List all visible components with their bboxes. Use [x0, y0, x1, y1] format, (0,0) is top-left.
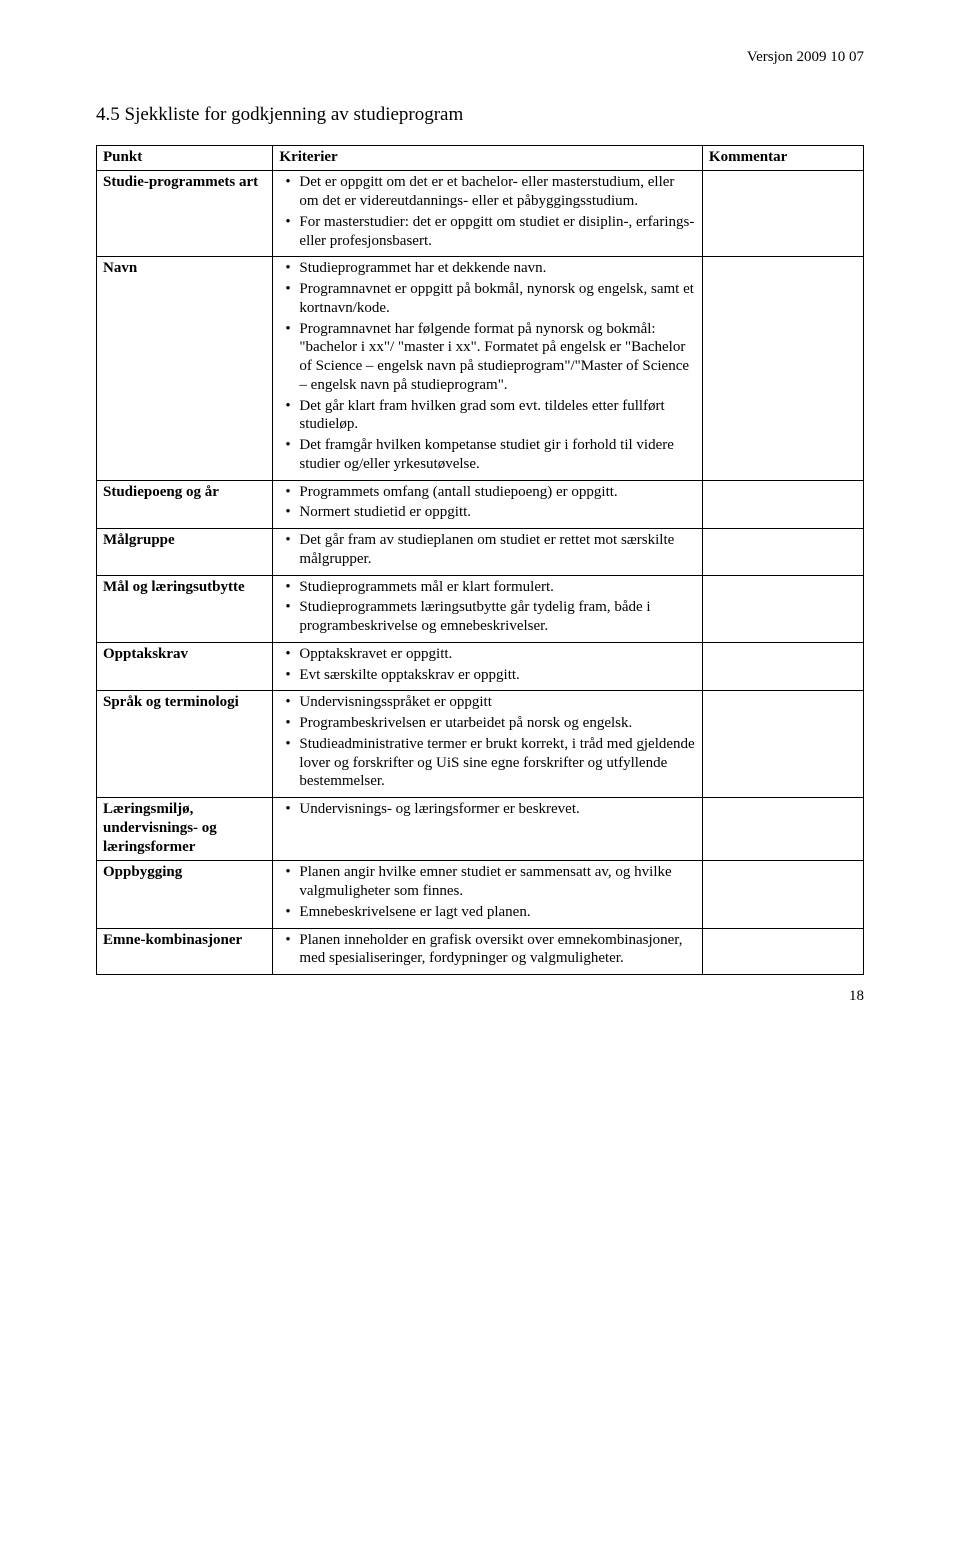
header-punkt: Punkt — [97, 145, 273, 171]
criteria-item: Det går klart fram hvilken grad som evt.… — [279, 397, 696, 435]
criteria-item: Planen angir hvilke emner studiet er sam… — [279, 863, 696, 901]
row-criteria: Studieprogrammet har et dekkende navn. Pr… — [273, 257, 703, 480]
criteria-item: Studieprogrammets mål er klart formulert… — [279, 578, 696, 597]
criteria-item: Studieprogrammet har et dekkende navn. — [279, 259, 696, 278]
row-criteria: Undervisnings- og læringsformer er beskr… — [273, 798, 703, 861]
criteria-item: Programmets omfang (antall studiepoeng) … — [279, 483, 696, 502]
table-row: Opptakskrav Opptakskravet er oppgitt. Evt … — [97, 642, 864, 691]
table-row: MålgruppeDet går fram av studieplanen om… — [97, 529, 864, 576]
row-criteria: Opptakskravet er oppgitt. Evt særskilte o… — [273, 642, 703, 691]
criteria-item: For masterstudier: det er oppgitt om stu… — [279, 213, 696, 251]
table-row: Mål og læringsutbytte Studieprogrammets m… — [97, 575, 864, 642]
row-criteria: Det går fram av studieplanen om studiet … — [273, 529, 703, 576]
checklist-table: Punkt Kriterier Kommentar Studie-program… — [96, 145, 864, 976]
row-comment — [702, 642, 863, 691]
table-body: Studie-programmets artDet er oppgitt om … — [97, 171, 864, 975]
table-header-row: Punkt Kriterier Kommentar — [97, 145, 864, 171]
criteria-item: Programbeskrivelsen er utarbeidet på nor… — [279, 714, 696, 733]
row-comment — [702, 171, 863, 257]
criteria-item: Undervisningsspråket er oppgitt — [279, 693, 696, 712]
row-label: Navn — [97, 257, 273, 480]
row-criteria: Undervisningsspråket er oppgitt Programbe… — [273, 691, 703, 798]
section-title: 4.5 Sjekkliste for godkjenning av studie… — [96, 103, 864, 127]
row-label: Språk og terminologi — [97, 691, 273, 798]
page-number: 18 — [96, 987, 864, 1006]
criteria-item: Studieadministrative termer er brukt kor… — [279, 735, 696, 791]
header-kommentar: Kommentar — [702, 145, 863, 171]
row-criteria: Programmets omfang (antall studiepoeng) … — [273, 480, 703, 529]
criteria-item: Undervisnings- og læringsformer er beskr… — [279, 800, 696, 819]
row-comment — [702, 798, 863, 861]
criteria-item: Programnavnet har følgende format på nyn… — [279, 320, 696, 395]
criteria-item: Programnavnet er oppgitt på bokmål, nyno… — [279, 280, 696, 318]
row-comment — [702, 575, 863, 642]
row-comment — [702, 691, 863, 798]
row-criteria: Planen inneholder en grafisk oversikt ov… — [273, 928, 703, 975]
row-comment — [702, 928, 863, 975]
row-label: Oppbygging — [97, 861, 273, 928]
table-row: Læringsmiljø, undervisnings- og læringsf… — [97, 798, 864, 861]
row-label: Læringsmiljø, undervisnings- og læringsf… — [97, 798, 273, 861]
criteria-item: Opptakskravet er oppgitt. — [279, 645, 696, 664]
table-row: Språk og terminologiUndervisningsspråket… — [97, 691, 864, 798]
row-comment — [702, 480, 863, 529]
table-row: NavnStudieprogrammet har et dekkende nav… — [97, 257, 864, 480]
row-label: Emne-kombinasjoner — [97, 928, 273, 975]
row-comment — [702, 257, 863, 480]
criteria-item: Det går fram av studieplanen om studiet … — [279, 531, 696, 569]
row-label: Målgruppe — [97, 529, 273, 576]
row-comment — [702, 861, 863, 928]
row-criteria: Det er oppgitt om det er et bachelor- el… — [273, 171, 703, 257]
criteria-item: Det er oppgitt om det er et bachelor- el… — [279, 173, 696, 211]
criteria-item: Planen inneholder en grafisk oversikt ov… — [279, 931, 696, 969]
criteria-item: Det framgår hvilken kompetanse studiet g… — [279, 436, 696, 474]
table-row: Studiepoeng og år Programmets omfang (ant… — [97, 480, 864, 529]
criteria-item: Normert studietid er oppgitt. — [279, 503, 696, 522]
row-comment — [702, 529, 863, 576]
row-label: Studie-programmets art — [97, 171, 273, 257]
row-criteria: Planen angir hvilke emner studiet er sam… — [273, 861, 703, 928]
criteria-item: Studieprogrammets læringsutbytte går tyd… — [279, 598, 696, 636]
table-row: Studie-programmets artDet er oppgitt om … — [97, 171, 864, 257]
version-text: Versjon 2009 10 07 — [96, 48, 864, 67]
row-label: Mål og læringsutbytte — [97, 575, 273, 642]
criteria-item: Emnebeskrivelsene er lagt ved planen. — [279, 903, 696, 922]
row-label: Opptakskrav — [97, 642, 273, 691]
table-row: Emne-kombinasjonerPlanen inneholder en g… — [97, 928, 864, 975]
criteria-item: Evt særskilte opptakskrav er oppgitt. — [279, 666, 696, 685]
row-criteria: Studieprogrammets mål er klart formulert… — [273, 575, 703, 642]
table-row: OppbyggingPlanen angir hvilke emner stud… — [97, 861, 864, 928]
header-kriterier: Kriterier — [273, 145, 703, 171]
row-label: Studiepoeng og år — [97, 480, 273, 529]
